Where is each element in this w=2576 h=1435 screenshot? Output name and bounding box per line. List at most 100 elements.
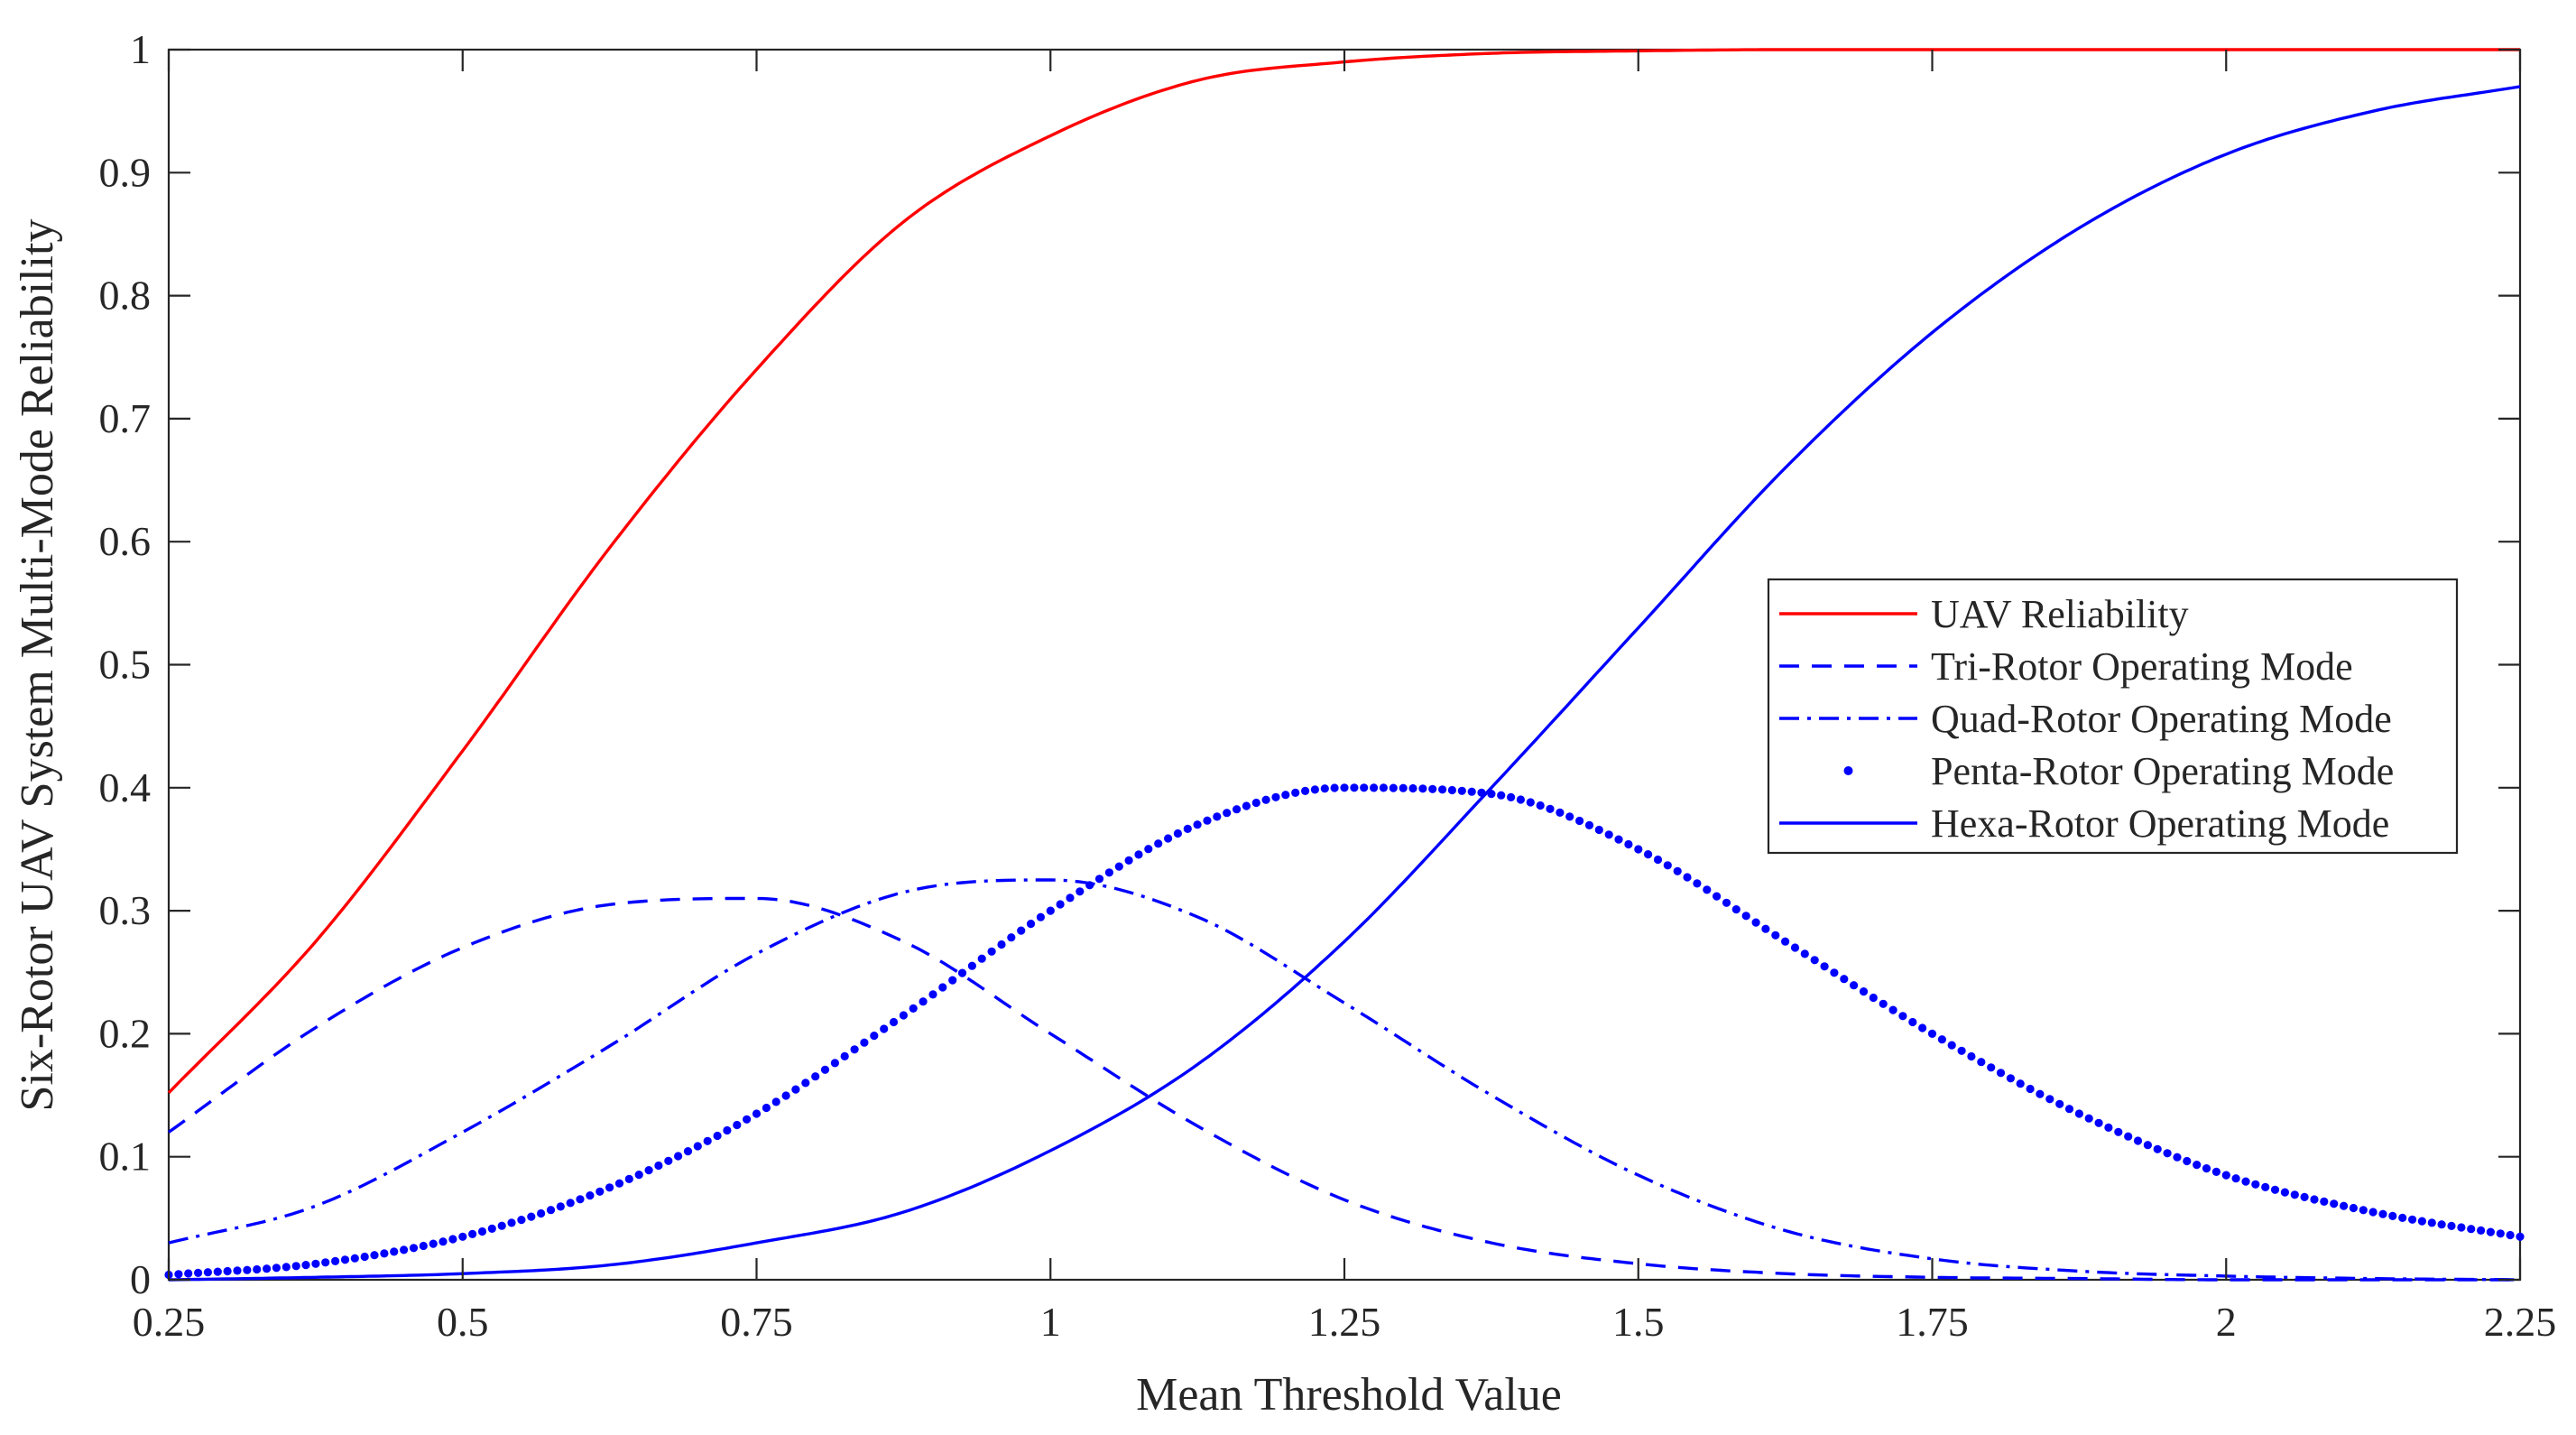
series-point — [1242, 801, 1251, 810]
series-point — [2496, 1229, 2505, 1238]
series-point — [400, 1245, 409, 1254]
x-axis-title: Mean Threshold Value — [1136, 1369, 1562, 1421]
series-point — [1624, 839, 1633, 849]
series-point — [2408, 1215, 2417, 1224]
series-point — [1653, 855, 1663, 865]
series-point — [1438, 785, 1447, 794]
series-point — [820, 1065, 830, 1074]
series-point — [468, 1229, 477, 1238]
series-point — [880, 1024, 889, 1033]
series-point — [938, 983, 947, 992]
legend: UAV Reliability Tri-Rotor Operating Mode Q… — [1767, 578, 2459, 855]
series-point — [1634, 845, 1643, 854]
series-point — [537, 1208, 546, 1218]
series-point — [1565, 812, 1574, 821]
series-point — [2114, 1127, 2123, 1136]
series-point — [566, 1199, 575, 1208]
x-tick-label: 1.25 — [1308, 1299, 1381, 1345]
x-tick-label: 1.5 — [1612, 1299, 1665, 1345]
x-tick-label: 1.75 — [1896, 1299, 1969, 1345]
y-tick-label: 0.5 — [99, 642, 152, 688]
series-point — [2340, 1201, 2349, 1210]
series-point — [1888, 1005, 1897, 1014]
series-point — [674, 1152, 683, 1161]
series-point — [1076, 887, 1085, 896]
series-point — [2074, 1109, 2083, 1118]
series-point — [2163, 1149, 2172, 1158]
series-point — [2153, 1144, 2162, 1153]
series-point — [2104, 1123, 2113, 1132]
series-point — [458, 1232, 467, 1241]
series-point — [1085, 881, 1094, 890]
series-point — [1389, 783, 1398, 792]
series-point — [2006, 1074, 2015, 1083]
series-point — [1693, 879, 1702, 888]
series-point — [1320, 784, 1329, 793]
series-point — [1271, 792, 1280, 801]
series-point — [1213, 812, 1222, 821]
series-point — [977, 954, 986, 963]
legend-label: Tri-Rotor Operating Mode — [1931, 644, 2353, 689]
series-point — [2320, 1197, 2329, 1206]
series-point — [614, 1179, 624, 1188]
series-point — [1673, 866, 1682, 875]
series-point — [1418, 784, 1427, 793]
series-point — [909, 1004, 918, 1013]
series-point — [791, 1085, 800, 1094]
series-point — [771, 1097, 780, 1106]
series-point — [2055, 1099, 2064, 1108]
series-point — [586, 1191, 595, 1200]
series-point — [919, 997, 928, 1006]
y-axis: 0 0.1 0.2 0.3 0.4 0.5 0.6 0.7 0.8 0.9 1 — [99, 26, 2520, 1302]
x-axis: 0.25 0.5 0.75 1 1.25 1.5 1.75 2 2.25 — [133, 50, 2556, 1345]
series-point — [1781, 937, 1790, 946]
y-tick-label: 0.4 — [99, 764, 152, 810]
series-point — [1104, 868, 1113, 877]
legend-label: Penta-Rotor Operating Mode — [1931, 749, 2394, 793]
series-point — [762, 1103, 771, 1113]
series-point — [1526, 798, 1535, 807]
series-point — [1183, 824, 1192, 834]
series-point — [1408, 783, 1417, 793]
series-point — [2143, 1141, 2152, 1150]
series-point — [2427, 1218, 2436, 1227]
series-point — [340, 1255, 350, 1264]
series-point — [439, 1237, 448, 1246]
series-point — [311, 1259, 320, 1268]
series-point — [1546, 804, 1555, 813]
y-tick-label: 0.8 — [99, 273, 152, 319]
series-point — [1996, 1069, 2006, 1078]
series-point — [213, 1267, 222, 1276]
series-point — [2193, 1161, 2202, 1170]
series-point — [1066, 893, 1075, 903]
series-point — [781, 1091, 790, 1100]
series-point — [1497, 791, 1506, 800]
series-tri-rotor-operating-mode — [168, 896, 2520, 1282]
series-point — [840, 1051, 849, 1060]
series-point — [2094, 1118, 2103, 1127]
series-point — [1203, 816, 1212, 825]
series-point — [2388, 1211, 2397, 1220]
series-point — [2231, 1174, 2240, 1183]
series-point — [1457, 786, 1466, 795]
series-point — [507, 1218, 516, 1227]
series-point — [811, 1072, 820, 1081]
series-point — [2477, 1226, 2486, 1235]
series-point — [2378, 1209, 2387, 1218]
series-point — [2064, 1105, 2074, 1114]
series-point — [2290, 1190, 2299, 1199]
series-point — [1937, 1035, 1946, 1044]
series-point — [233, 1266, 242, 1275]
y-tick-label: 0.1 — [99, 1134, 152, 1180]
series-point — [1291, 788, 1300, 798]
series-point — [497, 1221, 506, 1230]
series-point — [1536, 801, 1545, 810]
series-point — [2457, 1223, 2466, 1232]
series-point — [1898, 1012, 1907, 1021]
series-point — [1830, 968, 1839, 977]
series-point — [1516, 795, 1525, 804]
x-tick-label: 1 — [1040, 1299, 1061, 1345]
series-point — [2211, 1167, 2221, 1176]
series-point — [1741, 912, 1750, 921]
series-point — [1987, 1063, 1996, 1072]
